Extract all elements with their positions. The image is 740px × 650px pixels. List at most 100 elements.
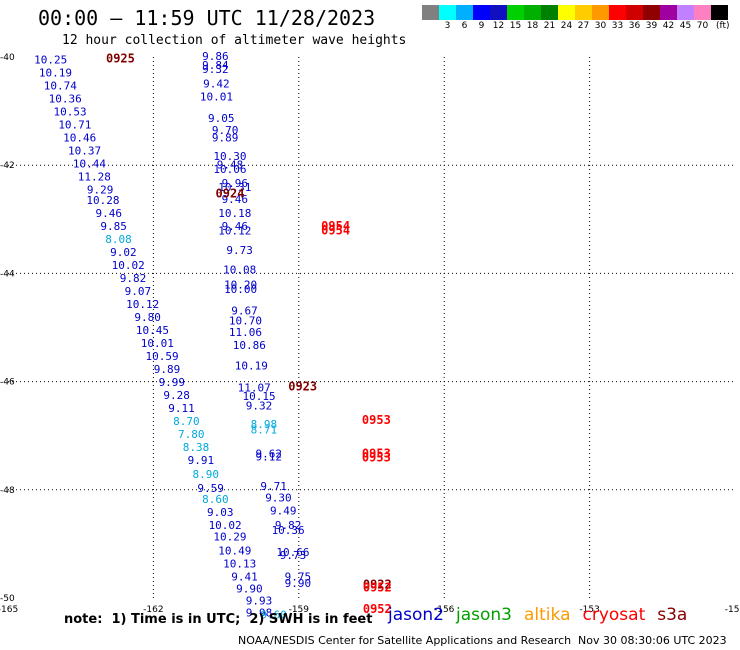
generated-timestamp: Nov 30 08:30:06 UTC 2023 xyxy=(578,634,727,647)
swh-value: 10.25 xyxy=(34,53,67,66)
swh-value: 9.46 xyxy=(222,193,249,206)
swh-value: 9.91 xyxy=(188,454,215,467)
swh-value: 9.07 xyxy=(125,285,152,298)
swh-value: 10.15 xyxy=(242,390,275,403)
legend-unit: (ft) xyxy=(716,21,730,31)
swh-value: 9.98 xyxy=(246,606,273,619)
swh-value: 9.93 xyxy=(246,594,273,607)
swh-value: 10.74 xyxy=(44,79,77,92)
swh-value: 9.46 xyxy=(96,207,123,220)
pass-time-label: 0922 xyxy=(363,577,392,591)
swh-value: 9.96 xyxy=(222,177,249,190)
x-tick-label: -153 xyxy=(579,605,599,615)
legend-label: 15 xyxy=(509,21,522,31)
swh-value: 10.12 xyxy=(218,224,251,237)
legend-swatch xyxy=(643,5,660,20)
swh-value: 9.42 xyxy=(203,77,230,90)
credit-line: NOAA/NESDIS Center for Satellite Applica… xyxy=(238,634,572,647)
legend-swatch xyxy=(422,5,439,20)
swh-value: 10.36 xyxy=(49,92,82,105)
swh-value: 10.29 xyxy=(213,531,246,544)
swh-value: 9.32 xyxy=(246,400,273,413)
legend-swatch xyxy=(541,5,558,20)
legend-label: 42 xyxy=(662,21,675,31)
swh-value: 8.60 xyxy=(202,493,229,506)
swh-value: 9.90 xyxy=(236,583,263,596)
swh-value: 9.84 xyxy=(202,59,229,72)
swh-value: 9.89 xyxy=(154,363,181,376)
x-tick-label: -159 xyxy=(289,605,310,615)
y-tick-label: -50 xyxy=(0,594,15,604)
pass-time-label: 0953 xyxy=(362,413,391,427)
swh-value: 10.45 xyxy=(136,324,169,337)
pass-time-label: 0952 xyxy=(363,602,392,616)
swh-value: 10.00 xyxy=(224,283,257,296)
swh-value: 10.49 xyxy=(218,545,251,558)
swh-value: 9.75 xyxy=(285,571,312,584)
swh-value: 9.12 xyxy=(256,451,283,464)
y-tick-label: -44 xyxy=(0,269,15,279)
legend-label: 18 xyxy=(526,21,539,31)
legend-swatch xyxy=(558,5,575,20)
swh-value: 9.29 xyxy=(87,183,114,196)
pass-time-label: 0954 xyxy=(321,219,350,233)
y-tick-label: -42 xyxy=(0,161,15,171)
swh-value: 8.98 xyxy=(251,418,278,431)
page-subtitle: 12 hour collection of altimeter wave hei… xyxy=(62,33,407,48)
swh-value: 9.73 xyxy=(226,244,253,257)
legend-label: 39 xyxy=(645,21,658,31)
swh-value: 7.80 xyxy=(178,428,205,441)
satellite-legend-entry: cryosat xyxy=(582,605,646,625)
pass-time-label: 0954 xyxy=(321,223,350,237)
swh-value: 10.18 xyxy=(218,207,251,220)
legend-swatch xyxy=(660,5,677,20)
swh-value: 10.59 xyxy=(146,350,179,363)
swh-value: 9.90 xyxy=(285,577,312,590)
swh-value: 10.86 xyxy=(233,339,266,352)
legend-swatch xyxy=(524,5,541,20)
swh-value: 11.06 xyxy=(229,326,262,339)
swh-value: 9.80 xyxy=(134,311,161,324)
swh-value: 10.19 xyxy=(235,360,268,373)
footnote: note: 1) Time is in UTC; 2) SWH is in fe… xyxy=(64,612,373,627)
y-tick-label: -40 xyxy=(0,53,15,63)
swh-value: 9.05 xyxy=(208,112,235,125)
legend-swatch xyxy=(711,5,728,20)
swh-value: 9.28 xyxy=(163,389,190,402)
swh-value: 10.31 xyxy=(218,181,251,194)
swh-value: 9.85 xyxy=(100,220,127,233)
swh-value: 10.46 xyxy=(63,131,96,144)
swh-value: 10.53 xyxy=(53,105,86,118)
satellite-legend-entry: s3a xyxy=(657,605,688,625)
legend-swatch xyxy=(439,5,456,20)
legend-swatch xyxy=(609,5,626,20)
swh-value: 10.08 xyxy=(223,263,256,276)
legend-swatch xyxy=(592,5,609,20)
swh-value: 8.71 xyxy=(251,424,278,437)
swh-value: 9.82 xyxy=(275,519,302,532)
pass-time-label: 0952 xyxy=(363,581,392,595)
swh-value: 9.30 xyxy=(265,492,292,505)
swh-value: 9.02 xyxy=(110,246,137,259)
x-tick-label: -150 xyxy=(725,605,740,615)
legend-label: 45 xyxy=(679,21,692,31)
legend-label: 12 xyxy=(492,21,505,31)
x-tick-label: -156 xyxy=(434,605,455,615)
y-tick-label: -48 xyxy=(0,486,15,496)
legend-label: 70 xyxy=(696,21,709,31)
swh-value: 9.49 xyxy=(270,505,297,518)
legend-label: 9 xyxy=(478,21,485,31)
pass-time-label: 0953 xyxy=(362,446,391,460)
legend-label: 36 xyxy=(628,21,641,31)
legend-label: 3 xyxy=(444,21,451,31)
swh-value: 10.70 xyxy=(229,314,262,327)
swh-value: 9.62 xyxy=(256,447,283,460)
swh-value: 10.19 xyxy=(39,66,72,79)
pass-time-label: 0923 xyxy=(288,379,317,393)
color-scale-labels: 3 6 9 12 15 18 21 24 27 30 33 36 39 42 45 70 xyxy=(422,21,740,33)
pass-time-label: 0925 xyxy=(106,51,135,65)
satellite-legend-entry: jason2 xyxy=(388,605,444,625)
legend-swatch xyxy=(677,5,694,20)
swh-value: 10.01 xyxy=(200,90,233,103)
